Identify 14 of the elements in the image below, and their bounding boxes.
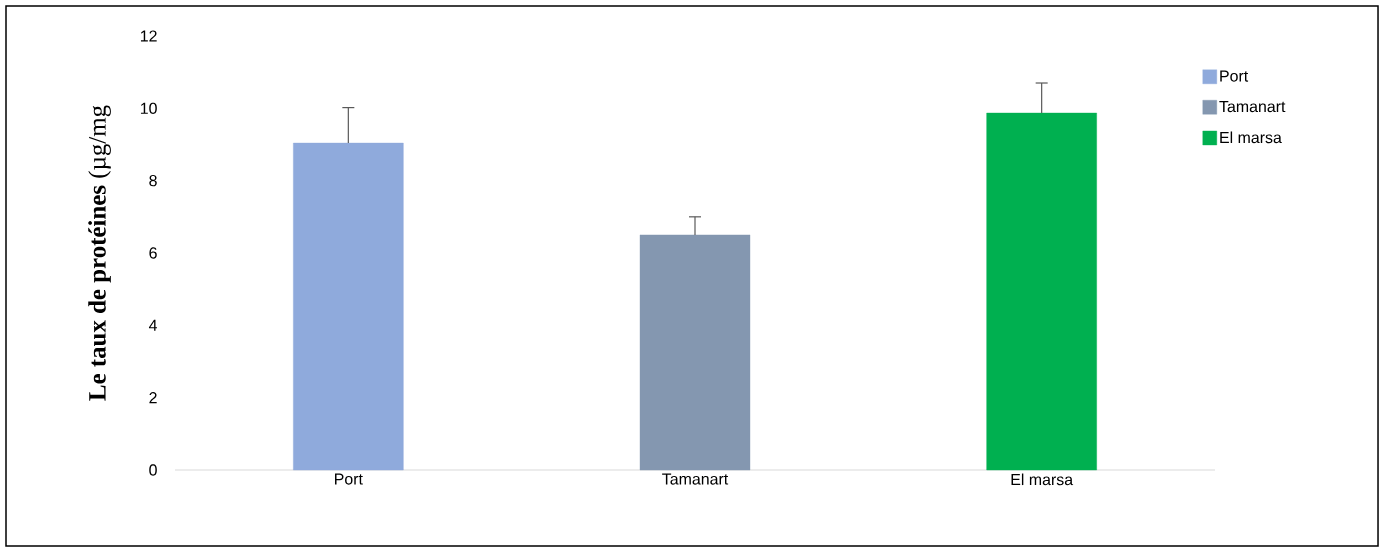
y-axis-title: Le taux de protéines (µg/mg <box>88 105 111 401</box>
y-tick-label: 4 <box>148 319 158 331</box>
x-tick-label: Port <box>335 473 363 485</box>
x-tick-label: El marsa <box>1011 473 1074 486</box>
x-tick-label: Tamanart <box>662 473 729 485</box>
y-tick-label: 12 <box>140 30 157 42</box>
legend-label: El marsa <box>1220 131 1282 144</box>
legend-label: Tamanart <box>1219 101 1286 113</box>
y-tick-label: 8 <box>149 175 157 187</box>
y-tick-label: 2 <box>149 392 157 404</box>
y-tick-label: 6 <box>149 247 157 259</box>
y-tick-label: 0 <box>149 464 157 476</box>
legend-label: Port <box>1220 70 1249 82</box>
y-tick-label: 10 <box>140 102 157 114</box>
